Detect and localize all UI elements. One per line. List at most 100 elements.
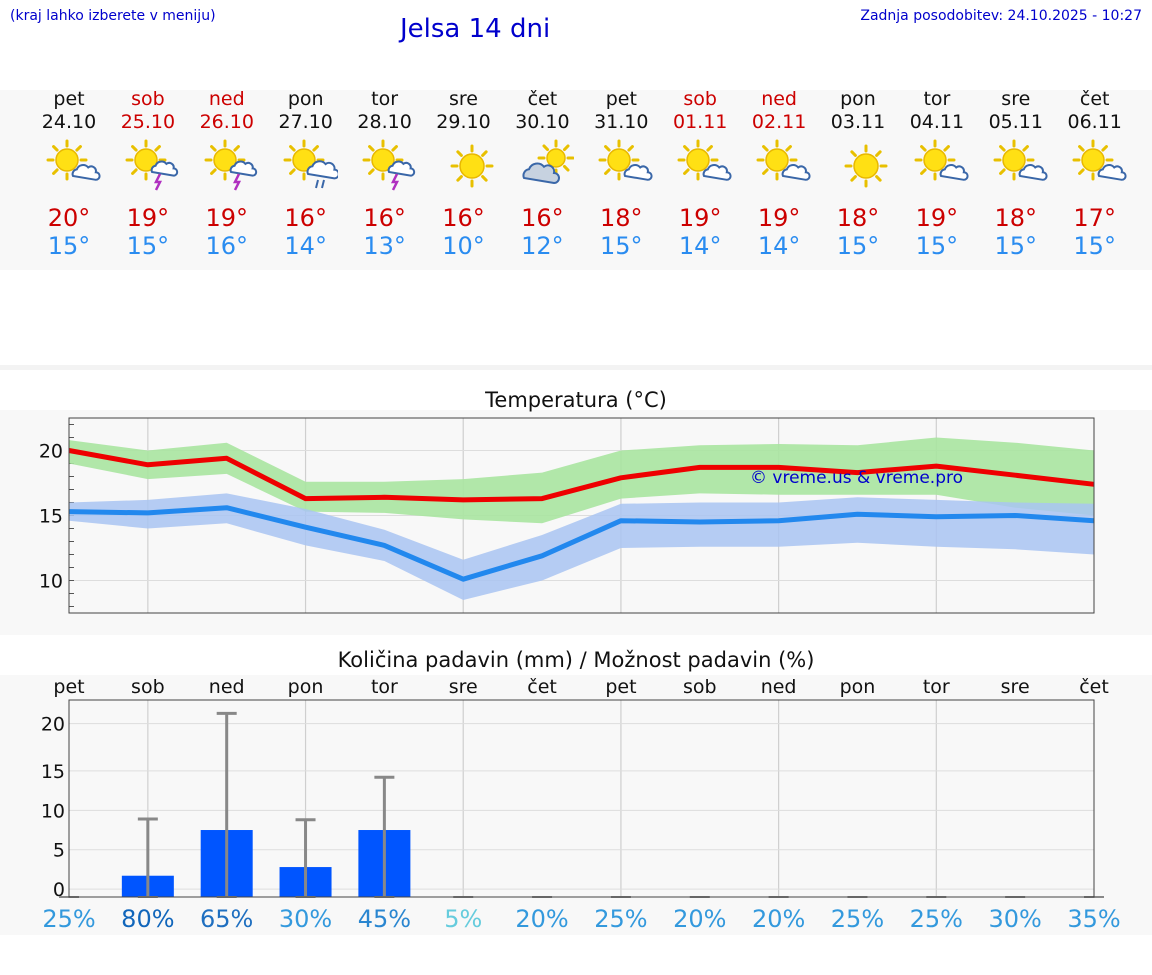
sun-storm-icon	[362, 139, 415, 191]
precipitation-probability: 30%	[279, 905, 332, 933]
day-date: 29.10	[436, 111, 491, 133]
precipitation-chart: 0 5 10 15 20 pet sob ned pon tor sre čet pet sob ned po…	[41, 676, 1121, 933]
temp-min: 14°	[284, 232, 327, 260]
temp-max: 19°	[126, 204, 170, 232]
precipitation-probability: 5%	[444, 905, 482, 933]
plot-frame	[68, 417, 1095, 614]
y-tick-label: 10	[41, 800, 65, 822]
precipitation-probability: 20%	[752, 905, 805, 933]
day-column: čet 06.11 17° 15°	[1055, 88, 1135, 260]
temp-max: 17°	[1073, 204, 1116, 232]
day-name: pet	[53, 88, 85, 110]
day-column: sre 05.11 18° 15°	[976, 88, 1056, 260]
day-name: pon	[287, 88, 324, 110]
temperature-chart-title: Temperatura (°C)	[485, 388, 667, 412]
day-name: sre	[1001, 88, 1031, 110]
day-date: 30.10	[515, 111, 570, 133]
day-column: sre 29.10 16° 10°	[424, 88, 504, 260]
day-name: ned	[208, 88, 245, 110]
day-date: 01.11	[672, 111, 728, 133]
day-column: sob 25.10 19° 15°	[108, 88, 188, 260]
day-label: pet	[605, 676, 636, 698]
sun-cloud-icon	[993, 139, 1048, 181]
day-column: čet 30.10 16° 12°	[502, 88, 582, 260]
cloud-sun-icon	[522, 139, 575, 185]
temp-min: 12°	[521, 232, 564, 260]
day-column: sob 01.11 19° 14°	[660, 88, 740, 260]
day-name: sob	[131, 88, 165, 110]
day-label: sob	[683, 676, 717, 698]
temp-max: 16°	[442, 204, 485, 232]
y-tick-label: 20	[39, 441, 63, 463]
temp-min: 15°	[836, 232, 880, 260]
last-update: Zadnja posodobitev: 24.10.2025 - 10:27	[860, 8, 1142, 24]
day-name: čet	[1079, 88, 1110, 110]
day-column: pon 03.11 18° 15°	[818, 88, 898, 260]
temp-min: 15°	[600, 232, 643, 260]
day-label: pet	[53, 676, 84, 698]
day-column: ned 02.11 19° 14°	[739, 88, 819, 260]
temp-max: 19°	[915, 204, 959, 232]
day-name: čet	[527, 88, 558, 110]
y-tick-label: 20	[41, 714, 65, 736]
day-label: pon	[288, 676, 324, 698]
y-tick-label: 0	[53, 879, 65, 901]
precipitation-probability: 25%	[910, 905, 963, 933]
day-name: ned	[761, 88, 797, 110]
day-name: sre	[449, 88, 478, 110]
temp-max: 18°	[994, 204, 1038, 232]
day-date: 04.11	[909, 111, 965, 133]
sun-rain-icon	[283, 139, 338, 189]
temp-max: 20°	[47, 204, 91, 232]
temp-min: 14°	[757, 232, 801, 260]
day-label: tor	[923, 676, 950, 698]
precipitation-probability: 35%	[1067, 905, 1120, 933]
y-tick-label: 10	[39, 571, 63, 593]
sun-cloud-icon	[46, 139, 101, 181]
day-column: pon 27.10 16° 14°	[266, 88, 346, 260]
temp-min: 14°	[678, 232, 722, 260]
precipitation-probability: 80%	[121, 905, 174, 933]
min-range-band	[69, 493, 1094, 600]
day-date: 26.10	[199, 111, 254, 133]
day-label: sre	[1001, 676, 1030, 698]
day-name: pon	[840, 88, 876, 110]
location-hint: (kraj lahko izberete v meniju)	[10, 8, 216, 24]
sun-storm-icon	[125, 139, 179, 191]
temp-min: 16°	[205, 232, 249, 260]
day-name: tor	[371, 88, 399, 110]
precipitation-chart-title: Količina padavin (mm) / Možnost padavin …	[337, 648, 815, 672]
temp-max: 16°	[284, 204, 327, 232]
y-tick-label: 15	[39, 506, 63, 528]
temp-max: 19°	[205, 204, 249, 232]
day-column: tor 04.11 19° 15°	[897, 88, 977, 260]
y-tick-label: 5	[53, 840, 65, 862]
sun-icon	[450, 144, 493, 188]
precipitation-probability: 25%	[594, 905, 647, 933]
day-name: pet	[605, 88, 637, 110]
min-temperature-line	[68, 505, 1095, 582]
precipitation-probability: 20%	[673, 905, 726, 933]
temp-min: 15°	[915, 232, 959, 260]
temp-max: 19°	[757, 204, 801, 232]
day-date: 03.11	[830, 111, 886, 133]
day-label: sre	[449, 676, 478, 698]
y-tick-label: 15	[41, 761, 65, 783]
sun-cloud-icon	[1072, 139, 1127, 181]
day-label: čet	[527, 676, 557, 698]
sun-cloud-icon	[756, 139, 811, 181]
day-date: 24.10	[41, 111, 97, 133]
day-date: 02.11	[751, 111, 807, 133]
temp-max: 18°	[600, 204, 643, 232]
day-name: tor	[923, 88, 951, 110]
day-label: sob	[131, 676, 165, 698]
sun-cloud-icon	[914, 139, 969, 181]
day-label: tor	[371, 676, 398, 698]
day-label: čet	[1079, 676, 1109, 698]
max-range-band	[69, 437, 1094, 524]
precipitation-probability: 20%	[515, 905, 568, 933]
temp-max: 18°	[836, 204, 880, 232]
plot-frame	[68, 699, 1095, 898]
temp-max: 16°	[363, 204, 406, 232]
precipitation-probability: 45%	[358, 905, 411, 933]
